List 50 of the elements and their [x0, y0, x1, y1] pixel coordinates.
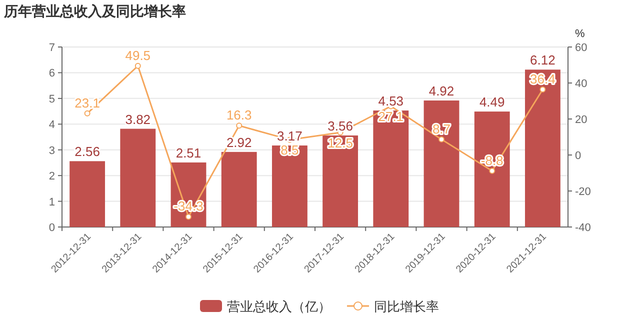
y2-tick-label: 0	[575, 150, 582, 162]
point	[540, 86, 546, 92]
data-label: 27.1	[378, 109, 404, 124]
data-label: 12.5	[328, 136, 353, 150]
legend-label: 营业总收入（亿）	[227, 299, 331, 314]
data-label: 8.7	[432, 121, 451, 136]
bar	[474, 112, 510, 227]
y2-axis-title: %	[575, 28, 585, 40]
data-label: 8.5	[280, 142, 299, 158]
y-tick-label: 0	[48, 222, 55, 234]
data-label: 16.3	[226, 108, 252, 123]
y-tick-label: 2	[48, 170, 55, 183]
bar	[120, 128, 156, 227]
bar	[524, 70, 560, 227]
point	[438, 136, 444, 142]
y-tick-label: 6	[48, 68, 55, 80]
y-tick-label: 4	[48, 119, 55, 132]
bar	[322, 135, 358, 227]
y2-tick-label: 40	[575, 78, 588, 90]
data-label: 4.92	[428, 83, 454, 98]
y2-tick-label: -20	[575, 186, 591, 198]
y-tick-label: 5	[48, 93, 55, 106]
point	[186, 214, 192, 220]
data-label: 2.51	[176, 145, 202, 160]
bar	[373, 110, 409, 227]
legend-label: 同比增长率	[374, 299, 439, 314]
point	[84, 110, 90, 116]
point	[489, 168, 496, 174]
data-label: 6.12	[530, 52, 556, 68]
bar	[424, 100, 460, 227]
chart-title: 历年营业总收入及同比增长率	[3, 3, 186, 19]
data-label: 4.53	[378, 94, 404, 109]
data-label: 4.49	[479, 94, 505, 110]
data-label: 3.56	[328, 118, 353, 134]
point	[134, 62, 141, 69]
point	[236, 122, 242, 129]
data-label: 2.56	[74, 144, 100, 160]
y2-tick-label: -40	[575, 222, 591, 234]
data-label: 3.82	[125, 112, 151, 127]
y-tick-label: 1	[48, 196, 55, 208]
bar	[272, 145, 308, 227]
y-tick-label: 3	[48, 144, 55, 157]
bar	[221, 152, 257, 227]
data-label: 49.5	[125, 48, 151, 63]
y-tick-label: 7	[48, 42, 55, 54]
bar	[70, 161, 106, 227]
data-label: 23.1	[74, 95, 100, 110]
y2-tick-label: 20	[575, 114, 588, 126]
data-label: 36.4	[530, 71, 556, 86]
y2-tick-label: 60	[575, 42, 588, 54]
